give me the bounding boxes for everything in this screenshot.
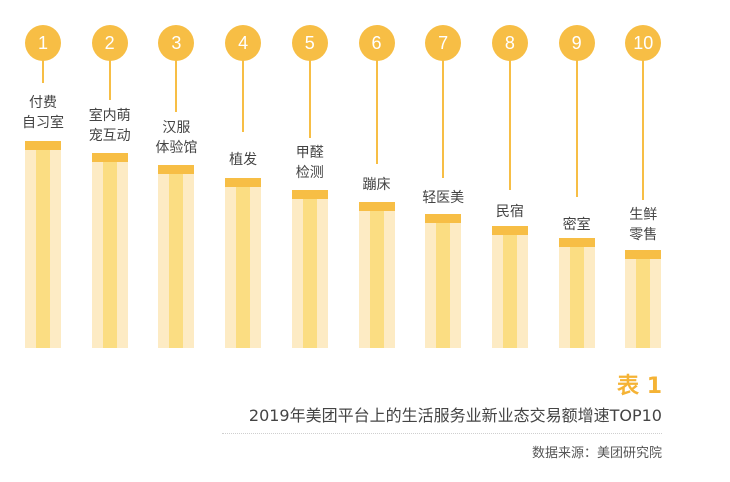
bar-cap bbox=[625, 250, 662, 259]
bar-center-strip bbox=[102, 153, 117, 348]
bar bbox=[158, 165, 195, 348]
rank-badge: 10 bbox=[625, 25, 662, 61]
category-label: 蹦床 bbox=[334, 175, 420, 195]
bar-column: 5 甲醛检测 bbox=[277, 0, 343, 350]
bar-center-strip bbox=[169, 165, 184, 348]
category-label-line: 零售 bbox=[629, 227, 658, 243]
bar-center-strip bbox=[502, 226, 517, 348]
bar-cap bbox=[491, 226, 528, 235]
bar-cap bbox=[25, 141, 61, 150]
bar bbox=[358, 202, 395, 348]
table-label: 表 1 bbox=[617, 374, 662, 399]
leader-line bbox=[42, 60, 44, 83]
rank-badge: 7 bbox=[425, 25, 462, 61]
category-label: 甲醛 检测 bbox=[267, 143, 353, 183]
leader-line bbox=[175, 60, 178, 112]
rank-badge: 5 bbox=[291, 25, 328, 61]
bar-center-strip bbox=[36, 141, 50, 348]
bar-center-strip bbox=[236, 178, 251, 348]
leader-line bbox=[442, 60, 445, 178]
category-label-line: 宠互动 bbox=[88, 128, 131, 144]
bar-column: 1 付费自习室 bbox=[10, 0, 76, 350]
category-label: 生鲜 零售 bbox=[600, 205, 686, 245]
bar bbox=[291, 190, 328, 348]
category-label-line: 汉服 bbox=[162, 120, 191, 136]
category-label-line: 体验馆 bbox=[155, 140, 198, 156]
category-label-line: 甲醛 bbox=[295, 145, 324, 161]
category-label: 植发 bbox=[200, 150, 286, 170]
category-label-line: 民宿 bbox=[495, 204, 524, 220]
bar-column: 3 汉服体验馆 bbox=[143, 0, 209, 350]
bar-cap bbox=[91, 153, 128, 162]
category-label: 轻医美 bbox=[400, 188, 486, 208]
bar-column: 2 室内萌宠互动 bbox=[77, 0, 143, 350]
bar-column: 7 轻医美 bbox=[410, 0, 476, 350]
category-label: 密室 bbox=[534, 215, 620, 235]
category-label-line: 付费 bbox=[29, 95, 57, 111]
bar-column: 10 生鲜零售 bbox=[610, 0, 676, 350]
category-label-line: 密室 bbox=[562, 217, 591, 233]
leader-line bbox=[308, 60, 311, 138]
leader-line bbox=[108, 60, 111, 100]
category-label: 汉服 体验馆 bbox=[133, 118, 219, 158]
bar-column: 4 植发 bbox=[210, 0, 276, 350]
rank-badge: 3 bbox=[158, 25, 195, 61]
bar bbox=[25, 141, 61, 348]
bar bbox=[491, 226, 528, 348]
bar-cap bbox=[558, 238, 595, 247]
category-label-line: 植发 bbox=[229, 152, 258, 168]
category-label: 付费 自习室 bbox=[0, 93, 86, 133]
category-label-line: 生鲜 bbox=[629, 207, 658, 223]
rank-badge: 9 bbox=[558, 25, 595, 61]
bar-cap bbox=[225, 178, 262, 187]
bar bbox=[225, 178, 262, 348]
rank-badge: 1 bbox=[25, 25, 61, 61]
bar-column: 9 密室 bbox=[544, 0, 610, 350]
leader-line bbox=[642, 60, 645, 200]
bar-column: 6 蹦床 bbox=[344, 0, 410, 350]
rank-badge: 2 bbox=[91, 25, 128, 61]
bar bbox=[558, 238, 595, 348]
bar-column: 8 民宿 bbox=[477, 0, 543, 350]
rank-badge: 6 bbox=[358, 25, 395, 61]
bar bbox=[425, 214, 462, 348]
leader-line bbox=[508, 60, 511, 190]
bar-cap bbox=[158, 165, 195, 174]
bar bbox=[625, 250, 662, 348]
bar-cap bbox=[425, 214, 462, 223]
category-label: 民宿 bbox=[467, 202, 553, 222]
bar bbox=[91, 153, 128, 348]
bar-center-strip bbox=[302, 190, 317, 348]
leader-line bbox=[375, 60, 378, 164]
bar-center-strip bbox=[436, 214, 451, 348]
category-label-line: 检测 bbox=[295, 165, 324, 181]
data-source: 数据来源：美团研究院 bbox=[531, 446, 662, 461]
category-label-line: 室内萌 bbox=[88, 108, 131, 124]
chart-title: 2019年美团平台上的生活服务业新业态交易额增速TOP10 bbox=[248, 406, 662, 425]
rank-badge: 8 bbox=[491, 25, 528, 61]
bar-center-strip bbox=[569, 238, 584, 348]
rank-badge: 4 bbox=[225, 25, 262, 61]
dotted-divider bbox=[222, 433, 662, 434]
bar-cap bbox=[358, 202, 395, 211]
leader-line bbox=[242, 60, 245, 132]
leader-line bbox=[575, 60, 578, 197]
category-label: 室内萌 宠互动 bbox=[67, 106, 153, 146]
bar-center-strip bbox=[636, 250, 651, 348]
category-label-line: 蹦床 bbox=[362, 177, 391, 193]
bar-cap bbox=[291, 190, 328, 199]
category-label-line: 轻医美 bbox=[422, 190, 465, 206]
bar-center-strip bbox=[369, 202, 384, 348]
category-label-line: 自习室 bbox=[22, 115, 64, 131]
